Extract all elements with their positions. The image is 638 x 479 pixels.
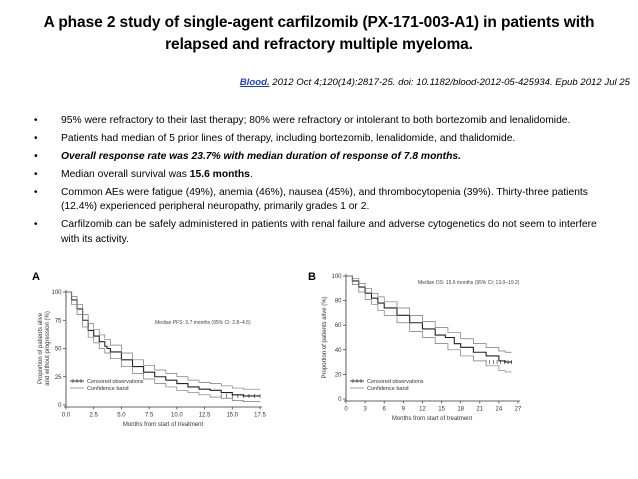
- y-axis-label-line-2: and without progression (%): [45, 311, 51, 386]
- x-tick-label: 0: [344, 407, 348, 413]
- pfs-chart: A 0.0 2.5 5.0 7.5 10.0 12.5 15.0 17.5 0 25 50 75 100 M…: [30, 268, 270, 436]
- x-tick-label: 12.5: [199, 413, 211, 419]
- legend-confidence-band: Confidence band: [87, 386, 129, 392]
- citation: Blood. 2012 Oct 4;120(14):2817-25. doi: …: [160, 77, 630, 88]
- y-tick-label: 60: [335, 323, 342, 329]
- x-tick-label: 7.5: [145, 413, 154, 419]
- median-annotation: Median PFS: 3.7 months (95% CI: 2.8–4.6): [155, 320, 251, 326]
- os-period: .: [249, 168, 253, 180]
- legend-censored: Censored observations: [367, 379, 424, 385]
- os-value: 15.6 months: [189, 168, 250, 180]
- x-tick-label: 5.0: [117, 413, 126, 419]
- x-tick-label: 12: [419, 407, 426, 413]
- x-tick-label: 15.0: [226, 413, 238, 419]
- x-tick-label: 3: [363, 407, 367, 413]
- x-tick-label: 2.5: [90, 413, 99, 419]
- y-tick-label: 100: [51, 290, 62, 296]
- median-annotation: Median OS: 15.6 months (95% CI: 13.0–19.…: [418, 280, 520, 286]
- bullet-adverse-events: Common AEs were fatigue (49%), anemia (4…: [34, 186, 616, 215]
- title-line-1: A phase 2 study of single-agent carfilzo…: [43, 14, 595, 31]
- y-axis-label: Proportion of patients alive (%): [322, 296, 328, 378]
- y-tick-label: 75: [55, 318, 62, 324]
- x-tick-label: 21: [476, 407, 483, 413]
- km-curve-lower: [66, 291, 260, 402]
- y-tick-label: 50: [55, 347, 62, 353]
- x-tick-label: 15: [438, 407, 445, 413]
- title-line-2: relapsed and refractory multiple myeloma…: [165, 36, 473, 53]
- bullet-prior-lines: Patients had median of 5 prior lines of …: [34, 132, 616, 147]
- y-tick-label: 80: [335, 299, 342, 305]
- km-curve-estimate: [346, 275, 512, 363]
- bullet-refractory: 95% were refractory to their last therap…: [34, 114, 616, 129]
- journal-link[interactable]: Blood.: [239, 77, 270, 88]
- y-tick-label: 25: [55, 375, 62, 381]
- y-tick-label: 0: [58, 403, 62, 409]
- panel-label: B: [308, 271, 316, 283]
- x-tick-label: 17.5: [254, 413, 266, 419]
- slide-title: A phase 2 study of single-agent carfilzo…: [10, 12, 628, 56]
- panel-label: A: [32, 271, 40, 283]
- x-axis-label: Months from start of treatment: [123, 422, 204, 428]
- os-text: Median overall survival was: [61, 168, 190, 180]
- x-tick-label: 24: [496, 407, 503, 413]
- x-tick-label: 10.0: [171, 413, 183, 419]
- citation-details: 2012 Oct 4;120(14):2817-25. doi: 10.1182…: [269, 77, 630, 88]
- pfs-chart-svg: A 0.0 2.5 5.0 7.5 10.0 12.5 15.0 17.5 0 25 50 75 100 M…: [32, 271, 266, 428]
- km-curve-upper: [346, 275, 512, 353]
- os-chart: B 0 3 6 9 12 15 18 21 24 27 0 20 40 60 80 100 Months from…: [306, 268, 526, 426]
- km-curve-upper: [66, 291, 260, 390]
- y-tick-label: 100: [331, 274, 342, 280]
- x-tick-label: 27: [515, 407, 522, 413]
- x-axis-label: Months from start of treatment: [392, 416, 473, 422]
- bullet-response-rate: Overall response rate was 23.7% with med…: [34, 150, 616, 165]
- y-tick-label: 20: [335, 372, 342, 378]
- x-tick-label: 18: [457, 407, 464, 413]
- os-chart-svg: B 0 3 6 9 12 15 18 21 24 27 0 20 40 60 80 100 Months from…: [308, 271, 522, 422]
- y-tick-label: 0: [338, 397, 342, 403]
- km-curve-lower: [346, 275, 512, 373]
- legend-confidence-band: Confidence band: [367, 386, 409, 392]
- x-tick-label: 9: [402, 407, 406, 413]
- x-tick-label: 0.0: [62, 413, 71, 419]
- y-tick-label: 40: [335, 348, 342, 354]
- bullet-list: 95% were refractory to their last therap…: [34, 114, 616, 251]
- y-axis-label: Proportion of patients alive: [38, 312, 44, 384]
- legend-censored: Censored observations: [87, 379, 144, 385]
- bullet-overall-survival: Median overall survival was 15.6 months.: [34, 168, 616, 183]
- x-tick-label: 6: [383, 407, 387, 413]
- bullet-renal-failure: Carfilzomib can be safely administered i…: [34, 218, 616, 247]
